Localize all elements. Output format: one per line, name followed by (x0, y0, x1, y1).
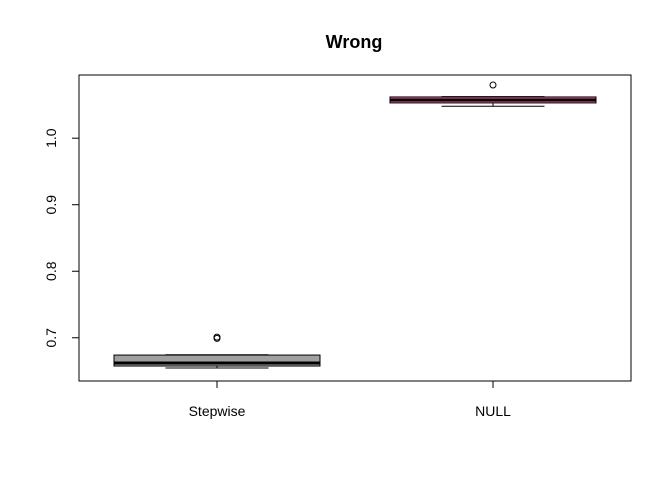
chart-title: Wrong (326, 32, 383, 52)
y-tick-label: 0.8 (43, 261, 59, 281)
x-tick-label: Stepwise (189, 403, 246, 419)
plot-frame (78, 74, 632, 382)
y-tick-label: 1.0 (43, 128, 59, 148)
x-tick-label: NULL (475, 403, 511, 419)
x-axis: Stepwise NULL (189, 380, 511, 419)
y-tick-label: 0.7 (43, 328, 59, 348)
y-axis: 0.7 0.8 0.9 1.0 (43, 128, 80, 348)
outlier-point (213, 333, 221, 341)
boxplots (113, 81, 597, 369)
iqr-box (113, 354, 321, 367)
boxplot-null (389, 81, 597, 107)
y-tick-label: 0.9 (43, 195, 59, 215)
outlier-point (489, 81, 497, 89)
boxplot-stepwise (113, 333, 321, 369)
